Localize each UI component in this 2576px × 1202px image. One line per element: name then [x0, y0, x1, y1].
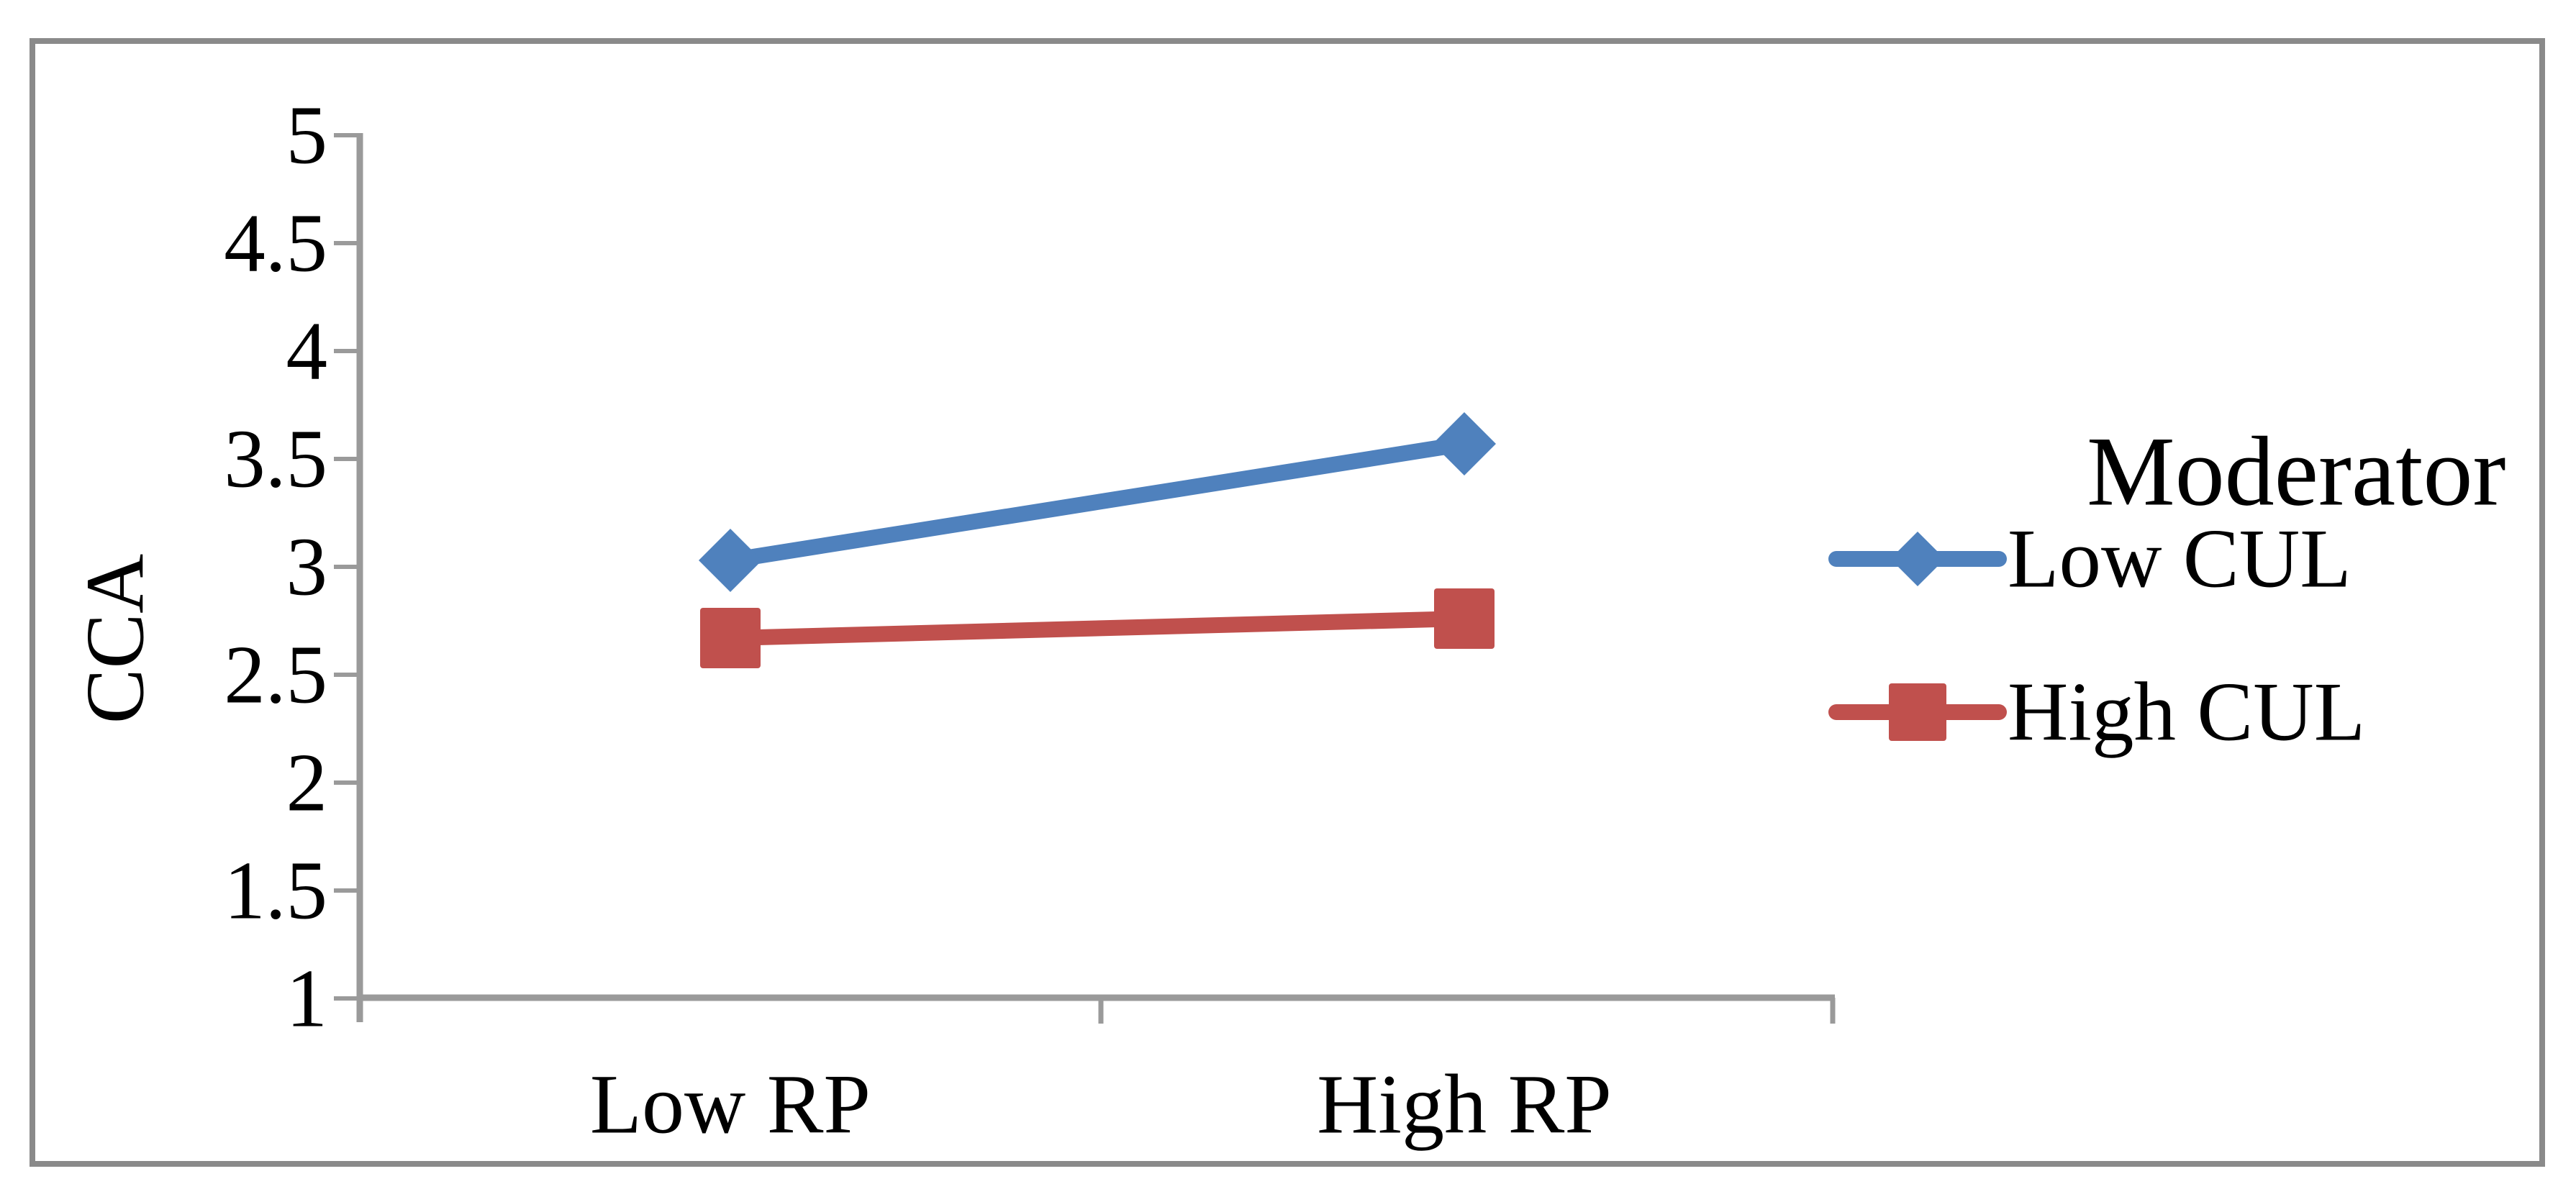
legend-markers	[1828, 532, 2007, 741]
y-axis-tick-label: 1.5	[224, 845, 327, 937]
y-axis-tick-label: 3.5	[224, 414, 327, 505]
chart-border	[30, 38, 2545, 1167]
legend-label-high-cul: High CUL	[2008, 666, 2365, 759]
y-axis-tick-label: 4.5	[224, 198, 327, 289]
data-point-marker-square	[1434, 588, 1495, 649]
series-line-high-cul	[722, 611, 1472, 646]
y-axis-tick-label: 2	[286, 737, 328, 829]
y-axis-ticks: 1 1.5 2 2.5 3 3.5 4 4.5 5	[224, 90, 360, 1044]
legend-label-low-cul: Low CUL	[2008, 513, 2351, 606]
y-axis-tick-label: 2.5	[224, 629, 327, 721]
data-point-marker-diamond	[699, 529, 762, 592]
y-axis-tick-label: 5	[286, 90, 328, 181]
legend-swatch-marker-square	[1889, 683, 1946, 741]
series-line-low-cul	[722, 436, 1472, 568]
data-point-marker-square	[700, 608, 761, 668]
y-axis-tick-label: 3	[286, 522, 328, 613]
data-point-marker-diamond	[1433, 412, 1496, 475]
data-series	[699, 412, 1496, 668]
y-axis-tick-label: 4	[286, 306, 328, 397]
legend-swatch-marker-diamond	[1890, 532, 1945, 586]
legend-title: Moderator	[2087, 416, 2505, 527]
x-category-label-low-rp: Low RP	[590, 1057, 871, 1152]
y-axis-tick-label: 1	[286, 953, 328, 1044]
y-axis-title: CCA	[70, 554, 161, 724]
x-category-label-high-rp: High RP	[1317, 1057, 1612, 1152]
